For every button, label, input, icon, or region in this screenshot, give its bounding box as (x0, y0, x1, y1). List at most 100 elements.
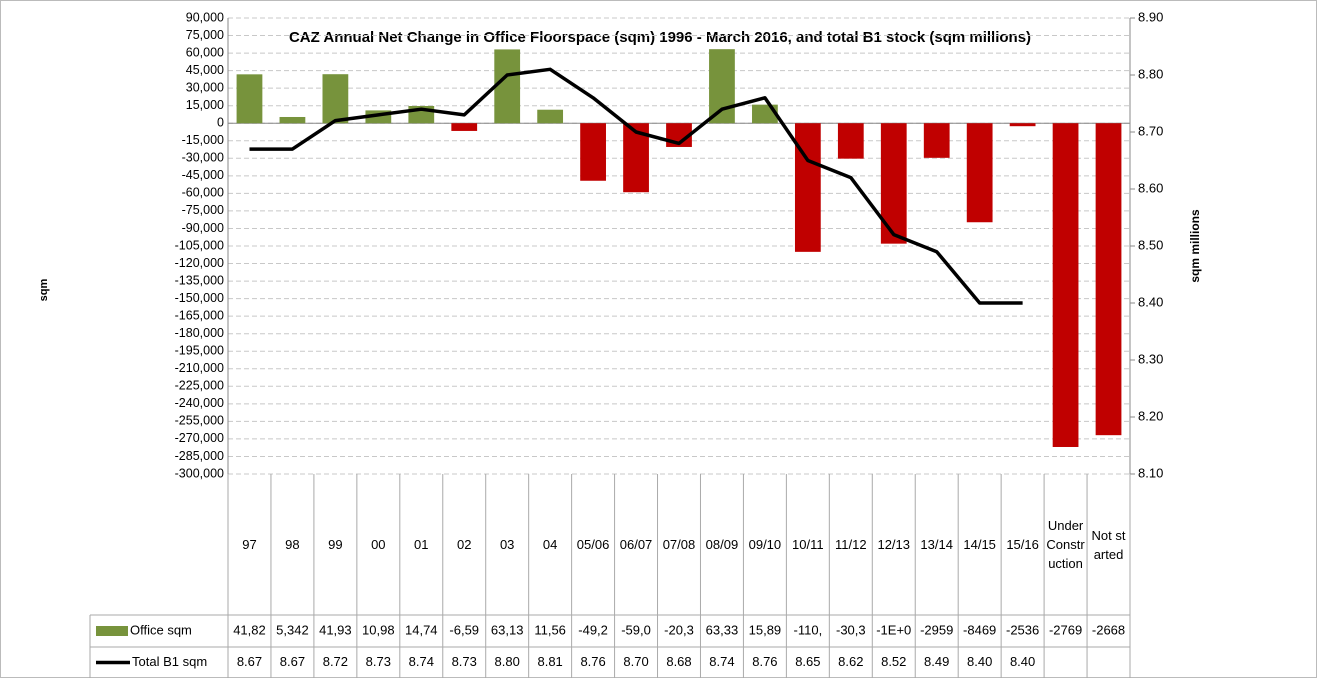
y-tick-label: 75,000 (186, 28, 224, 42)
data-label: 8.70 (623, 654, 648, 669)
bar (537, 109, 564, 124)
y-tick-label: -270,000 (175, 431, 224, 445)
y-tick-label: 90,000 (186, 10, 224, 24)
x-tick-label: 05/06 (576, 537, 610, 552)
data-label: -2769 (1049, 622, 1082, 637)
y-tick-label: -210,000 (175, 361, 224, 375)
legend-swatch (96, 626, 128, 636)
x-tick-label: 97 (242, 537, 257, 552)
data-label: -1E+0 (876, 622, 911, 637)
x-tick-label: Not started (1091, 527, 1126, 562)
y-axis-title: sqm (38, 278, 50, 301)
x-tick-label: 07/08 (662, 537, 696, 552)
x-tick-label: 01 (414, 537, 429, 552)
data-label: -59,0 (621, 622, 651, 637)
y-tick-label: -150,000 (175, 291, 224, 305)
data-label: 14,74 (405, 622, 438, 637)
data-label: 8.65 (795, 654, 820, 669)
data-label: 15,89 (749, 622, 782, 637)
y2-tick-label: 8.80 (1138, 66, 1163, 81)
y-tick-label: -75,000 (182, 203, 224, 217)
x-tick-label: 15/16 (1006, 537, 1039, 552)
bar (580, 123, 606, 181)
y-tick-label: -15,000 (182, 133, 224, 147)
x-tick-label: 09/10 (748, 537, 782, 552)
data-label: -6,59 (449, 622, 479, 637)
y2-axis-title: sqm millions (1188, 209, 1202, 283)
y2-tick-label: 8.30 (1138, 351, 1163, 366)
data-label: 8.67 (280, 654, 305, 669)
y2-tick-label: 8.60 (1138, 180, 1163, 195)
data-label: 8.74 (409, 654, 434, 669)
bar (709, 49, 735, 124)
y-tick-label: -180,000 (175, 326, 224, 340)
data-label: -2536 (1006, 622, 1039, 637)
data-label: 63,13 (491, 622, 524, 637)
x-tick-label: 06/07 (619, 537, 653, 552)
x-tick-label: 04 (542, 537, 558, 552)
y-tick-label: -120,000 (175, 256, 224, 270)
bar (494, 49, 521, 124)
data-label: 8.73 (366, 654, 391, 669)
x-tick-label: Under Construction (1046, 518, 1085, 571)
data-label: 8.73 (452, 654, 477, 669)
y-tick-label: -225,000 (175, 379, 224, 393)
y2-tick-label: 8.20 (1138, 408, 1163, 423)
x-tick-label: 14/15 (963, 537, 996, 552)
x-tick-label: 99 (328, 537, 343, 552)
data-label: 8.80 (495, 654, 520, 669)
y-tick-label: -195,000 (175, 344, 224, 358)
y-tick-label: -105,000 (175, 238, 224, 252)
data-label: -20,3 (664, 622, 694, 637)
data-label: 41,82 (233, 622, 266, 637)
y-tick-label: 0 (217, 116, 224, 130)
x-tick-label: 12/13 (877, 537, 911, 552)
y-tick-label: -30,000 (182, 151, 224, 165)
data-label: 8.76 (580, 654, 605, 669)
y-tick-label: 45,000 (186, 63, 224, 77)
y2-tick-label: 8.40 (1138, 294, 1163, 309)
y-tick-label: -300,000 (175, 466, 224, 480)
legend-label: Total B1 sqm (132, 654, 207, 669)
data-label: -110, (794, 622, 823, 637)
bar (1009, 123, 1036, 127)
y-tick-label: -165,000 (175, 308, 224, 322)
bar (1052, 123, 1079, 447)
y-tick-label: 30,000 (186, 80, 224, 94)
x-tick-label: 03 (499, 537, 515, 552)
data-label: 8.40 (1010, 654, 1035, 669)
y-tick-label: -45,000 (182, 168, 224, 182)
data-label: 10,98 (362, 622, 395, 637)
data-label: 11,56 (534, 622, 566, 637)
data-label: 8.40 (967, 654, 992, 669)
y-tick-label: 15,000 (186, 98, 224, 112)
x-tick-label: 00 (371, 537, 386, 552)
y-tick-label: -255,000 (175, 414, 224, 428)
data-label: 8.49 (924, 654, 949, 669)
x-tick-label: 13/14 (920, 537, 953, 552)
x-tick-label: 98 (285, 537, 300, 552)
data-label: 63,33 (706, 622, 739, 637)
bar (923, 123, 950, 158)
data-label: 8.74 (709, 654, 734, 669)
chart-title: CAZ Annual Net Change in Office Floorspa… (289, 29, 1031, 46)
data-label: 8.52 (881, 654, 906, 669)
x-tick-label: 11/12 (835, 537, 867, 552)
data-label: 8.62 (838, 654, 863, 669)
y-tick-label: -60,000 (182, 186, 224, 200)
data-label: 41,93 (319, 622, 352, 637)
data-label: 8.68 (666, 654, 691, 669)
y2-tick-label: 8.90 (1138, 9, 1163, 24)
bar (837, 123, 864, 159)
y2-tick-label: 8.50 (1138, 237, 1163, 252)
bar (279, 116, 306, 124)
data-label: -2959 (920, 622, 953, 637)
y-tick-label: 60,000 (186, 45, 224, 59)
data-label: -30,3 (836, 622, 866, 637)
bar (451, 123, 478, 131)
data-label: -8469 (963, 622, 996, 637)
bar (236, 74, 263, 124)
y-tick-label: -240,000 (175, 396, 224, 410)
